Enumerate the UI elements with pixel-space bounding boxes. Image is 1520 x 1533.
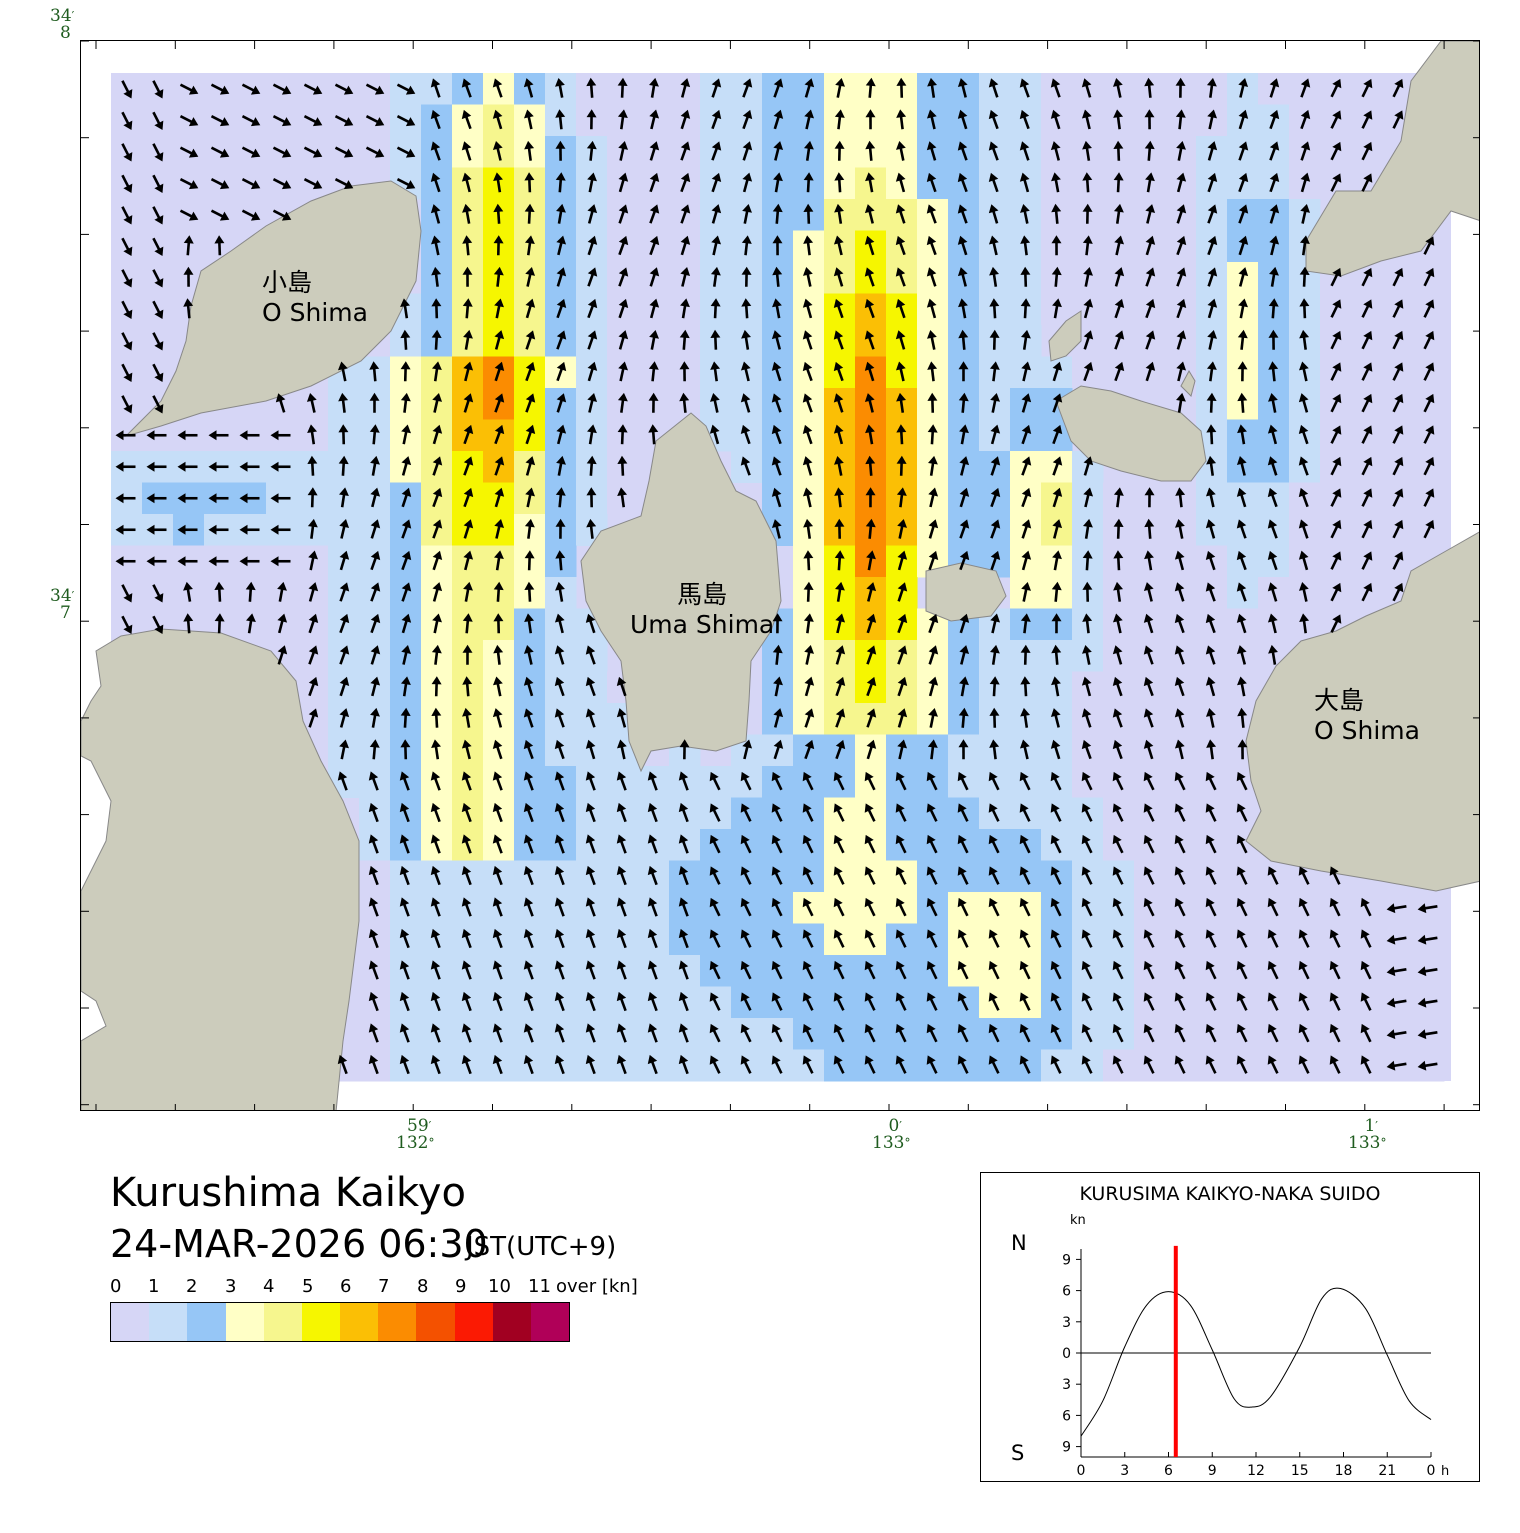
tide-curve (1080, 1245, 1432, 1457)
legend-tick: 6 (340, 1276, 352, 1297)
legend-swatch-4 (263, 1303, 302, 1341)
legend-swatch-1 (149, 1303, 188, 1341)
legend-tick: 1 (148, 1276, 160, 1297)
legend-tick: 8 (417, 1276, 429, 1297)
lon-label-132-59: 59′ 132° (396, 1116, 435, 1153)
island-name-ja: 馬島 (677, 580, 728, 609)
timezone-label: JST(UTC+9) (466, 1232, 617, 1262)
tide-unit-label: kn (1070, 1213, 1086, 1228)
legend-tick: 10 (488, 1276, 511, 1297)
legend-tick: 4 (263, 1276, 275, 1297)
tide-x-tick-label: 9 (1208, 1463, 1217, 1479)
tide-x-tick-label: 0 (1077, 1463, 1086, 1479)
legend-tick: 0 (110, 1276, 122, 1297)
tide-x-tick-label: 6 (1164, 1463, 1173, 1479)
page-title: Kurushima Kaikyo (110, 1170, 466, 1216)
legend-swatch-9 (454, 1303, 493, 1341)
tide-x-tick-label: 21 (1378, 1463, 1396, 1479)
legend-tick: 9 (455, 1276, 467, 1297)
island-label-uma-shima: 馬島 Uma Shima (630, 580, 774, 640)
island-label-o-shima-east: 大島 O Shima (1314, 686, 1420, 746)
island-name-en: Uma Shima (630, 610, 775, 639)
tide-x-unit: h (1441, 1464, 1449, 1479)
lat-label-34-8: 34′ 8 (50, 6, 75, 43)
legend-color-bar (110, 1302, 570, 1342)
legend-swatch-7 (378, 1303, 417, 1341)
tide-north-label: N (1011, 1231, 1027, 1255)
tide-chart-title: KURUSIMA KAIKYO-NAKA SUIDO (1079, 1183, 1381, 1205)
tide-y-tick-label: 9 (1062, 1252, 1071, 1268)
legend-swatch-6 (340, 1303, 379, 1341)
tide-y-tick-label: 0 (1062, 1346, 1071, 1362)
tide-x-tick-label: 3 (1120, 1463, 1129, 1479)
lon-deg-133-1: 133 (1348, 1133, 1381, 1153)
tide-x-tick-label: 15 (1291, 1463, 1309, 1479)
island-label-o-shima-west: 小島 O Shima (262, 268, 368, 328)
legend-tick: 7 (378, 1276, 390, 1297)
small-island-center (925, 562, 1007, 622)
legend-over-label: over [kn] (556, 1276, 638, 1297)
legend-scale: 0 1 2 3 4 5 6 7 8 9 10 11 over [kn] (108, 1276, 668, 1300)
legend-tick: 3 (225, 1276, 237, 1297)
lat-label-34-7: 34′ 7 (50, 586, 75, 623)
island-name-ja: 大島 (1314, 686, 1365, 715)
legend-swatch-0 (111, 1303, 150, 1341)
current-map[interactable] (80, 40, 1480, 1111)
forecast-datetime: 24-MAR-2026 06:30 (110, 1222, 488, 1266)
tide-x-tick-label: 18 (1335, 1463, 1353, 1479)
legend-swatch-5 (301, 1303, 341, 1341)
legend-tick: 2 (186, 1276, 198, 1297)
legend-tick: 11 (528, 1276, 551, 1297)
legend-swatch-11 (530, 1303, 570, 1341)
tide-south-label: S (1011, 1441, 1025, 1465)
legend-swatch-8 (416, 1303, 455, 1341)
current-map-canvas (81, 41, 1479, 1110)
legend-swatch-3 (225, 1303, 264, 1341)
legend-swatch-10 (492, 1303, 531, 1341)
lon-deg-132-59: 132 (396, 1133, 429, 1153)
lon-label-133-1: 1′ 133° (1348, 1116, 1387, 1153)
lon-label-133-0: 0′ 133° (872, 1116, 911, 1153)
tide-y-tick-label: 9 (1062, 1440, 1071, 1456)
island-name-en: O Shima (262, 298, 368, 327)
tide-y-tick-label: 3 (1062, 1315, 1071, 1331)
lon-deg-133-0: 133 (872, 1133, 905, 1153)
legend-swatch-2 (187, 1303, 226, 1341)
tide-y-tick-label: 3 (1062, 1377, 1071, 1393)
lat-min-34-8: 8 (60, 23, 71, 43)
tide-y-tick-label: 6 (1062, 1284, 1071, 1300)
legend-tick: 5 (302, 1276, 314, 1297)
island-name-en: O Shima (1314, 716, 1420, 745)
island-name-ja: 小島 (262, 268, 313, 297)
lat-min-34-7: 7 (60, 603, 71, 623)
tide-y-tick-label: 6 (1062, 1408, 1071, 1424)
tidal-current-chart: 9 6 3 0 3 6 9 0 3 6 9 12 15 18 21 0 h KURUSIMA KAIKYO-NA… (980, 1172, 1480, 1482)
tide-speed-line (1080, 1287, 1432, 1437)
tide-x-tick-label: 12 (1247, 1463, 1265, 1479)
tide-x-tick-label: 0 (1427, 1463, 1436, 1479)
